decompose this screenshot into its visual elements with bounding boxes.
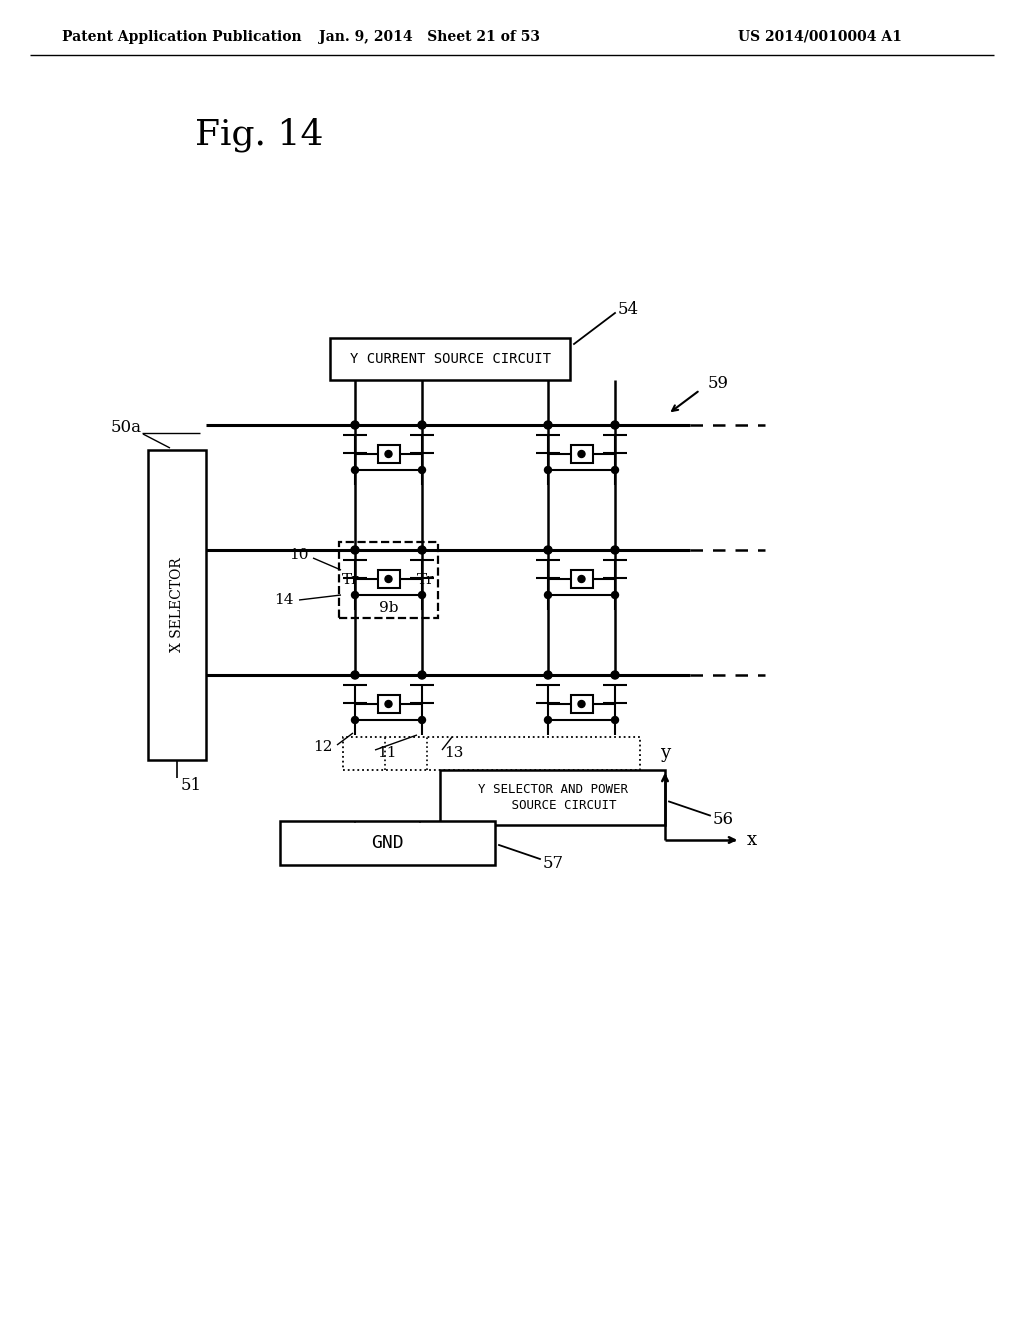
Bar (570, 570, 593, 587)
Circle shape (419, 466, 426, 474)
Circle shape (351, 591, 358, 598)
Circle shape (611, 466, 618, 474)
Circle shape (419, 717, 426, 723)
Text: 13: 13 (444, 746, 464, 760)
Bar (339, 543, 438, 618)
Text: X SELECTOR: X SELECTOR (170, 557, 184, 652)
Bar (280, 821, 495, 865)
Bar (570, 696, 593, 713)
Text: Patent Application Publication: Patent Application Publication (62, 30, 302, 44)
Circle shape (578, 576, 585, 582)
Text: 9b: 9b (379, 601, 398, 615)
Text: y: y (659, 744, 670, 762)
Bar (570, 445, 593, 463)
Circle shape (545, 591, 552, 598)
Bar (343, 737, 640, 770)
Text: 51: 51 (181, 776, 202, 793)
Circle shape (544, 671, 552, 678)
Circle shape (578, 450, 585, 458)
Circle shape (385, 450, 392, 458)
Circle shape (351, 421, 359, 429)
Circle shape (351, 466, 358, 474)
Circle shape (385, 576, 392, 582)
Bar (378, 696, 399, 713)
Text: x: x (746, 832, 757, 849)
Circle shape (351, 671, 359, 678)
Text: 54: 54 (618, 301, 639, 318)
Bar (378, 570, 399, 587)
Circle shape (351, 717, 358, 723)
Text: Y SELECTOR AND POWER: Y SELECTOR AND POWER (477, 783, 628, 796)
Text: 50a: 50a (111, 420, 142, 437)
Bar (378, 445, 399, 463)
Text: Tr: Tr (342, 573, 359, 587)
Circle shape (611, 546, 618, 554)
Circle shape (578, 701, 585, 708)
Circle shape (419, 591, 426, 598)
Text: GND: GND (371, 834, 403, 851)
Text: 59: 59 (708, 375, 729, 392)
Circle shape (418, 671, 426, 678)
Text: 57: 57 (543, 854, 564, 871)
Circle shape (544, 421, 552, 429)
Circle shape (418, 421, 426, 429)
Text: Fig. 14: Fig. 14 (195, 117, 324, 152)
Text: 12: 12 (313, 741, 333, 754)
Circle shape (351, 546, 359, 554)
Bar (330, 338, 570, 380)
Text: US 2014/0010004 A1: US 2014/0010004 A1 (738, 30, 902, 44)
Circle shape (385, 701, 392, 708)
Text: Y CURRENT SOURCE CIRCUIT: Y CURRENT SOURCE CIRCUIT (349, 352, 551, 366)
Circle shape (611, 671, 618, 678)
Circle shape (611, 421, 618, 429)
Text: 56: 56 (713, 810, 734, 828)
Circle shape (544, 546, 552, 554)
Text: 10: 10 (290, 548, 309, 562)
Text: SOURCE CIRCUIT: SOURCE CIRCUIT (488, 799, 616, 812)
Circle shape (545, 466, 552, 474)
Circle shape (611, 717, 618, 723)
Bar (440, 770, 665, 825)
Text: Tr: Tr (417, 573, 435, 587)
Circle shape (545, 717, 552, 723)
Text: Jan. 9, 2014   Sheet 21 of 53: Jan. 9, 2014 Sheet 21 of 53 (319, 30, 541, 44)
Text: 14: 14 (274, 593, 294, 607)
Bar (148, 450, 206, 760)
Circle shape (611, 591, 618, 598)
Circle shape (418, 546, 426, 554)
Text: 11: 11 (377, 746, 396, 760)
